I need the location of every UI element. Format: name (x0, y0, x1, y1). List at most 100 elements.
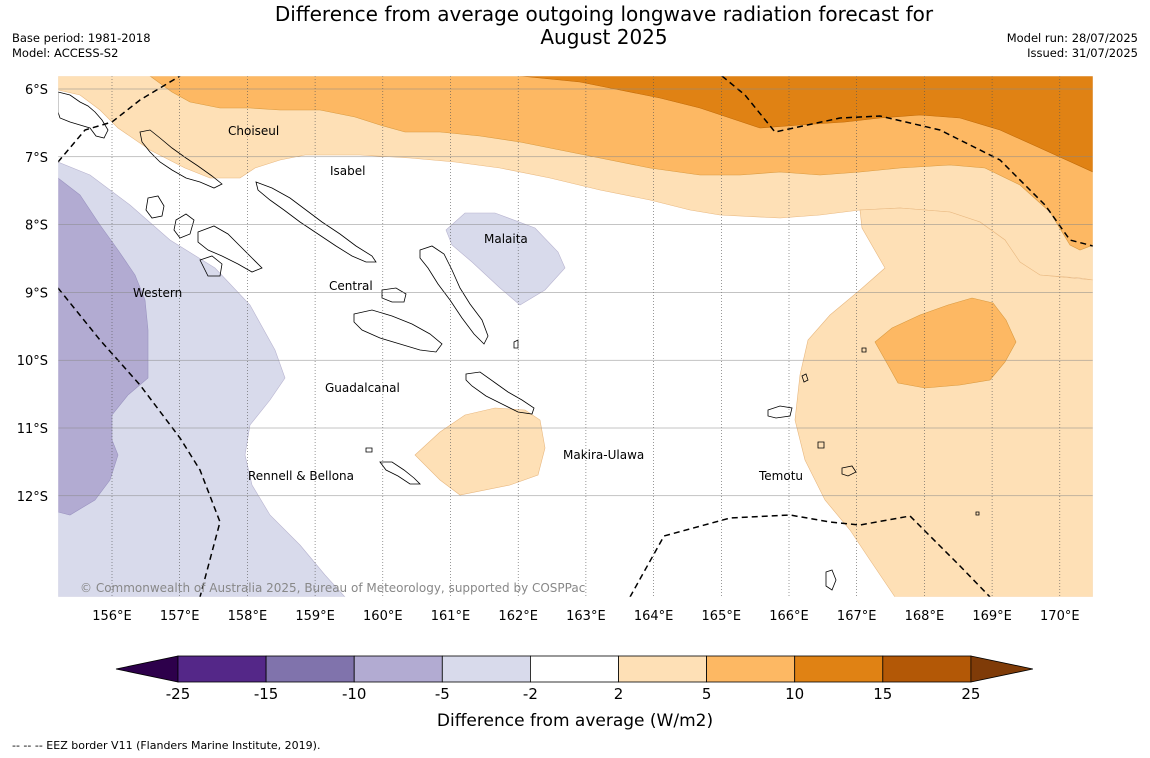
island-sikaiana (513, 339, 519, 349)
colorbar: -25 -15 -10 -5 -2 2 5 10 15 25 (115, 655, 1033, 703)
island-rennell (379, 461, 421, 485)
longitude-label: 161°E (431, 609, 471, 624)
model-run: Model run: 28/07/2025 (1006, 31, 1138, 45)
latitude-label: 9°S (25, 286, 48, 301)
island-tikopia (825, 569, 837, 591)
region-label-western: Western (133, 286, 182, 300)
colorbar-tick-label: -15 (254, 685, 279, 703)
copyright-text: © Commonwealth of Australia 2025, Bureau… (80, 581, 585, 595)
colorbar-tick-label: -25 (166, 685, 191, 703)
island-florida (381, 287, 407, 303)
colorbar-tick-label: 25 (961, 685, 980, 703)
meta-left: Base period: 1981-2018 Model: ACCESS-S2 (12, 31, 151, 61)
colorbar-tick-label: 5 (702, 685, 712, 703)
colorbar-swatch (177, 655, 267, 683)
colorbar-tick-label: -10 (342, 685, 367, 703)
chart-title: Difference from average outgoing longwav… (0, 3, 1150, 49)
longitude-labels: 156°E 157°E 158°E 159°E 160°E 161°E 162°E 163°E… (92, 609, 1079, 624)
longitude-label: 166°E (769, 609, 809, 624)
olr-anomaly-minus5-malaita (445, 212, 566, 306)
longitude-label: 163°E (566, 609, 606, 624)
map-frame (57, 75, 1094, 598)
colorbar-swatch (441, 655, 531, 683)
latitude-labels: 6°S 7°S 8°S 9°S 10°S 11°S 12°S (17, 83, 48, 505)
island-bellona (365, 447, 373, 453)
island-bougainville (58, 91, 109, 139)
colorbar-tick-label: 10 (785, 685, 804, 703)
island-western-1 (145, 195, 165, 219)
latitude-label: 10°S (17, 354, 48, 369)
colorbar-swatch (706, 655, 796, 683)
title-line-2: August 2025 (540, 25, 668, 49)
title-line-1: Difference from average outgoing longwav… (274, 2, 934, 26)
island-western-4 (199, 255, 223, 277)
colorbar-swatch (882, 655, 972, 683)
colorbar-extend-low (115, 655, 179, 683)
issued-date: Issued: 31/07/2025 (1027, 46, 1138, 60)
region-label-malaita: Malaita (484, 232, 528, 246)
longitude-label: 167°E (837, 609, 877, 624)
longitude-label: 169°E (972, 609, 1012, 624)
longitude-label: 159°E (295, 609, 335, 624)
latitude-label: 6°S (25, 83, 48, 98)
longitude-label: 165°E (702, 609, 742, 624)
island-small-2 (861, 347, 867, 353)
longitude-label: 164°E (634, 609, 674, 624)
olr-anomaly-2to5-south (414, 407, 546, 496)
region-label-central: Central (329, 279, 373, 293)
island-santa-cruz (767, 405, 793, 419)
island-western-2 (173, 213, 195, 239)
colorbar-swatch (618, 655, 707, 683)
island-anuta (975, 511, 980, 516)
longitude-label: 156°E (92, 609, 132, 624)
olr-anomaly-2to5-east (794, 207, 1093, 597)
longitude-label: 170°E (1040, 609, 1080, 624)
colorbar-tick-label: -2 (523, 685, 538, 703)
colorbar-tick-label: 2 (614, 685, 624, 703)
island-duff (801, 373, 809, 383)
colorbar-swatch (530, 655, 619, 683)
eez-border-northeast (721, 76, 1093, 247)
island-malaita (419, 245, 489, 345)
latitude-label: 11°S (17, 422, 48, 437)
colorbar-label: Difference from average (W/m2) (437, 711, 713, 731)
region-label-guadalcanal: Guadalcanal (325, 381, 400, 395)
latitude-label: 12°S (17, 490, 48, 505)
map-area: © Commonwealth of Australia 2025, Bureau… (17, 75, 1094, 624)
longitude-label: 168°E (905, 609, 945, 624)
region-label-makira-ulawa: Makira-Ulawa (563, 448, 644, 462)
colorbar-swatch (353, 655, 443, 683)
meta-right: Model run: 28/07/2025 Issued: 31/07/2025 (1007, 31, 1138, 61)
island-vanikoro (841, 465, 857, 477)
region-label-temotu: Temotu (758, 469, 803, 483)
colorbar-swatch (265, 655, 355, 683)
colorbar-tick-label: 15 (873, 685, 892, 703)
colorbar-extend-high (970, 655, 1033, 683)
island-isabel (255, 181, 377, 263)
longitude-label: 162°E (498, 609, 538, 624)
colorbar-swatch (794, 655, 884, 683)
region-label-isabel: Isabel (330, 164, 365, 178)
region-label-rennell-bellona: Rennell & Bellona (248, 469, 354, 483)
latitude-label: 8°S (25, 219, 48, 234)
island-western-3 (197, 225, 263, 273)
latitude-label: 7°S (25, 151, 48, 166)
region-label-choiseul: Choiseul (228, 124, 279, 138)
longitude-label: 157°E (160, 609, 200, 624)
eez-border-south (629, 514, 991, 597)
olr-anomaly-5to10-east (874, 297, 1017, 389)
longitude-label: 160°E (363, 609, 403, 624)
region-labels: Choiseul Isabel Malaita Western Central … (133, 124, 803, 483)
island-makira (465, 371, 535, 415)
island-guadalcanal (353, 309, 443, 353)
eez-border-west (58, 287, 221, 597)
eez-footnote: -- -- -- EEZ border V11 (Flanders Marine… (12, 739, 321, 752)
island-utupua (817, 441, 825, 449)
longitude-label: 158°E (228, 609, 268, 624)
model-name: Model: ACCESS-S2 (12, 46, 119, 60)
olr-anomaly-10to15-northeast (519, 76, 1093, 173)
base-period: Base period: 1981-2018 (12, 31, 151, 45)
gridlines (58, 76, 1093, 597)
colorbar-tick-label: -5 (435, 685, 450, 703)
